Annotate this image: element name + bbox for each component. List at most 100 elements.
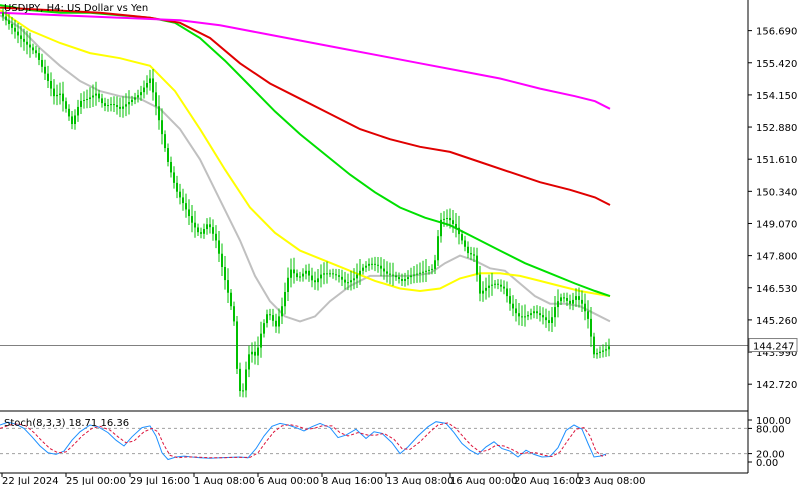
price-candle-body: [5, 16, 7, 21]
price-candle-body: [173, 172, 175, 183]
price-candle-body: [245, 369, 247, 391]
price-candle-body: [542, 315, 544, 318]
price-candle-body: [452, 220, 454, 224]
price-candle-body: [8, 20, 10, 25]
price-candle-body: [344, 279, 346, 283]
price-candle-body: [566, 298, 568, 301]
price-candle-body: [158, 106, 160, 121]
price-candle-body: [218, 240, 220, 254]
price-candle-body: [497, 283, 499, 285]
price-candle-body: [92, 95, 94, 98]
price-candle-body: [101, 98, 103, 104]
price-candle-body: [479, 274, 481, 294]
price-candle-body: [512, 303, 514, 309]
price-candle-body: [383, 268, 385, 272]
price-candle-body: [575, 296, 577, 300]
price-candle-body: [224, 267, 226, 281]
price-candle-body: [578, 296, 580, 300]
price-candle-body: [248, 354, 250, 370]
price-candle-body: [59, 93, 61, 95]
price-candle-body: [215, 233, 217, 241]
price-candle-body: [446, 217, 448, 219]
price-candle-body: [407, 277, 409, 280]
stochastic-tick-label: 20.00: [756, 450, 785, 461]
price-candle-body: [134, 97, 136, 100]
price-candle-body: [482, 290, 484, 294]
price-candle-body: [251, 351, 253, 355]
price-candle-body: [596, 353, 598, 355]
price-candle-body: [572, 299, 574, 304]
price-candle-body: [197, 227, 199, 233]
price-candle-body: [485, 287, 487, 291]
price-candle-body: [419, 272, 421, 274]
price-candle-body: [416, 273, 418, 275]
stochastic-label: Stoch(8,3,3) 18.71 16.36: [4, 418, 129, 429]
price-candle-body: [428, 269, 430, 271]
price-candle-body: [20, 35, 22, 39]
price-candle-body: [17, 31, 19, 36]
price-candle-body: [470, 253, 472, 255]
price-candle-body: [29, 44, 31, 48]
stochastic-tick-label: 0.00: [756, 458, 778, 469]
chart-title: USDJPY, H4: US Dollar vs Yen: [4, 3, 148, 14]
price-candle-body: [221, 253, 223, 268]
price-candle-body: [170, 161, 172, 173]
price-candle-body: [80, 100, 82, 107]
price-candle-body: [260, 333, 262, 348]
price-candle-body: [461, 234, 463, 241]
price-candle-body: [11, 24, 13, 28]
price-candle-body: [473, 254, 475, 256]
price-candle-body: [272, 315, 274, 321]
price-candle-body: [467, 246, 469, 254]
price-candle-body: [53, 88, 55, 97]
price-candle-body: [152, 78, 154, 93]
price-candle-body: [128, 101, 130, 105]
price-candle-body: [47, 73, 49, 81]
price-candle-body: [518, 313, 520, 317]
price-candle-body: [551, 317, 553, 324]
price-candle-body: [284, 291, 286, 307]
stochastic-tick-label: 100.00: [756, 416, 791, 427]
price-candle-body: [191, 216, 193, 223]
price-candle-body: [602, 350, 604, 352]
price-candle-body: [359, 270, 361, 275]
price-candle-body: [143, 87, 145, 93]
price-candle-body: [107, 105, 109, 107]
price-candle-body: [293, 269, 295, 274]
price-candle-body: [290, 269, 292, 278]
price-candle-body: [368, 263, 370, 266]
price-candle-body: [374, 263, 376, 265]
price-candle-body: [167, 148, 169, 162]
price-candle-body: [275, 320, 277, 327]
price-candle-body: [254, 351, 256, 356]
price-candle-body: [95, 93, 97, 96]
price-candle-body: [227, 280, 229, 293]
price-candle-body: [23, 38, 25, 42]
price-candle-body: [185, 203, 187, 210]
price-candle-body: [74, 115, 76, 125]
price-candle-body: [554, 307, 556, 318]
price-candle-body: [560, 297, 562, 302]
time-tick-label: 16 Aug 00:00: [450, 476, 517, 485]
price-candle-body: [362, 267, 364, 271]
price-candle-body: [545, 317, 547, 321]
price-candle-body: [323, 273, 325, 275]
price-candle-body: [425, 270, 427, 272]
price-candle-body: [119, 106, 121, 109]
price-candle-body: [527, 315, 529, 317]
time-tick-label: 13 Aug 08:00: [386, 476, 453, 485]
price-candle-body: [491, 284, 493, 286]
price-candle-body: [524, 316, 526, 318]
price-candle-body: [296, 273, 298, 278]
price-candle-body: [371, 263, 373, 265]
price-candle-body: [332, 273, 334, 275]
price-candle-body: [2, 12, 4, 17]
price-candle-body: [89, 97, 91, 100]
price-tick-label: 145.260: [756, 316, 797, 327]
price-candle-body: [212, 227, 214, 234]
price-candle-body: [422, 271, 424, 273]
price-tick-label: 146.530: [756, 284, 797, 295]
price-candle-body: [62, 93, 64, 102]
price-candle-body: [209, 224, 211, 228]
